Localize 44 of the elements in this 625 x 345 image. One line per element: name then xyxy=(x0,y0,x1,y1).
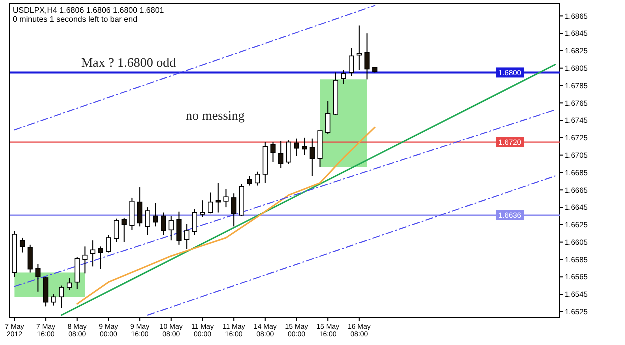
candlestick xyxy=(216,182,221,214)
candlestick xyxy=(114,218,120,243)
candlestick xyxy=(278,140,284,169)
candlestick xyxy=(106,234,112,254)
candlestick xyxy=(326,100,331,135)
text: 0 minutes 1 seconds left to bar end xyxy=(13,15,138,24)
candlestick xyxy=(247,176,252,186)
chart-title: USDLPX,H4 1.6806 1.6806 1.6800 1.6801 xyxy=(13,6,165,15)
candlestick xyxy=(74,256,80,290)
candlestick xyxy=(208,192,214,214)
candlestick xyxy=(66,277,72,291)
candlestick xyxy=(98,246,104,270)
candlestick xyxy=(192,208,198,236)
line-series xyxy=(76,126,376,305)
candlestick xyxy=(232,193,237,228)
candlestick xyxy=(90,240,96,268)
candlestick xyxy=(341,70,346,85)
candlestick xyxy=(184,224,190,250)
candlestick xyxy=(145,207,150,236)
candlestick xyxy=(137,187,143,228)
candlestick xyxy=(310,138,315,177)
candlestick xyxy=(356,25,362,71)
candlestick xyxy=(122,217,127,243)
candlestick xyxy=(286,140,292,165)
candlestick xyxy=(28,244,33,274)
candlestick xyxy=(176,211,182,246)
candlestick xyxy=(200,200,206,218)
candlestick xyxy=(153,202,158,228)
candlestick xyxy=(59,285,64,309)
candlestick xyxy=(168,216,174,242)
candlestick xyxy=(20,237,26,254)
candlestick xyxy=(270,142,276,163)
candlestick xyxy=(82,246,88,274)
candlestick xyxy=(224,188,229,208)
candlestick xyxy=(349,48,354,77)
candlestick xyxy=(51,294,56,306)
annotation: no messing xyxy=(186,108,246,124)
annotation: Max ? 1.6800 odd xyxy=(82,54,177,70)
candlestick xyxy=(302,137,308,156)
candlestick xyxy=(36,264,41,292)
candlestick xyxy=(255,171,260,186)
candlestick xyxy=(294,138,300,157)
candlestick xyxy=(364,33,370,80)
candlestick xyxy=(161,212,166,236)
